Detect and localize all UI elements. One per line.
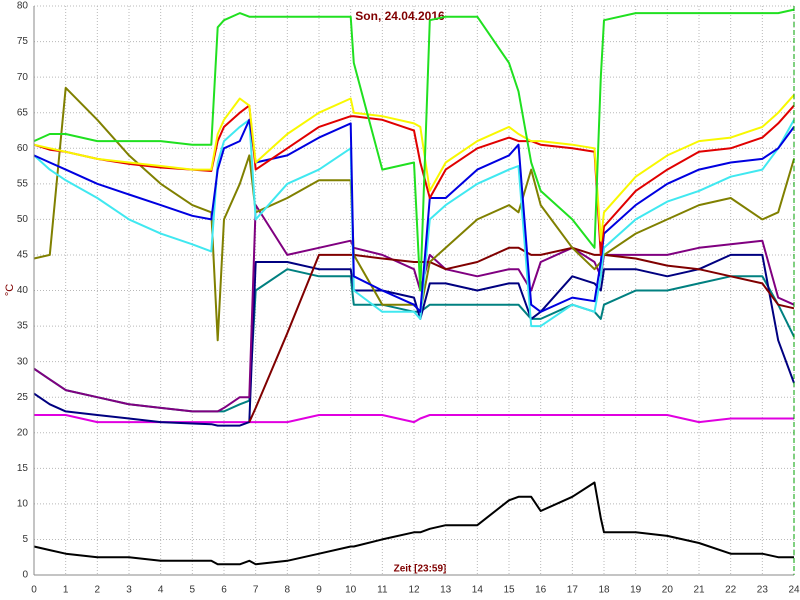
x-tick-label: 9: [316, 585, 322, 596]
series-line: [33, 118, 795, 313]
x-tick-label: 6: [221, 585, 227, 596]
x-tick-label: 7: [253, 585, 259, 596]
chart-title: Son, 24.04.2016: [355, 9, 445, 23]
x-tick-label: 19: [630, 585, 642, 596]
y-tick-label: 65: [17, 107, 29, 118]
y-tick-label: 60: [17, 143, 29, 154]
x-tick-label: 2: [95, 585, 101, 596]
y-tick-label: 0: [22, 570, 28, 581]
x-axis-label: Zeit [23:59]: [394, 564, 447, 575]
y-tick-label: 30: [17, 356, 29, 367]
x-tick-label: 18: [598, 585, 610, 596]
x-tick-label: 11: [377, 585, 388, 596]
x-tick-label: 16: [535, 585, 547, 596]
grid: [33, 5, 795, 576]
series-line: [33, 118, 795, 328]
y-axis-label: °C: [4, 284, 16, 296]
x-tick-label: 10: [345, 585, 357, 596]
y-tick-label: 50: [17, 214, 29, 225]
series-line: [33, 481, 794, 566]
y-tick-label: 40: [17, 285, 29, 296]
x-tick-label: 12: [408, 585, 420, 596]
x-tick-label: 21: [693, 585, 705, 596]
y-tick-label: 20: [17, 427, 29, 438]
y-tick-label: 80: [17, 1, 29, 12]
x-tick-label: 24: [788, 585, 800, 596]
y-tick-label: 15: [17, 463, 29, 474]
x-tick-label: 14: [472, 585, 484, 596]
y-tick-label: 45: [17, 250, 29, 261]
x-tick-label: 22: [725, 585, 737, 596]
plot-lines: [33, 8, 795, 566]
x-tick-label: 8: [285, 585, 291, 596]
y-tick-label: 10: [17, 499, 29, 510]
y-tick-label: 5: [22, 534, 28, 545]
series-line: [33, 8, 795, 292]
y-tick-label: 55: [17, 178, 29, 189]
x-tick-label: 0: [31, 585, 37, 596]
x-tick-label: 1: [63, 585, 69, 596]
x-tick-label: 17: [567, 585, 579, 596]
series-line: [33, 94, 795, 242]
y-tick-label: 70: [17, 72, 29, 83]
x-tick-label: 23: [757, 585, 769, 596]
series-line: [33, 204, 795, 413]
x-tick-label: 5: [190, 585, 196, 596]
x-tick-label: 20: [662, 585, 674, 596]
x-tick-label: 3: [126, 585, 132, 596]
y-tick-label: 75: [17, 36, 29, 47]
x-tick-label: 4: [158, 585, 164, 596]
y-tick-label: 35: [17, 321, 29, 332]
y-tick-label: 25: [17, 392, 29, 403]
series-line: [248, 246, 795, 423]
x-tick-label: 15: [503, 585, 515, 596]
x-tick-label: 13: [440, 585, 452, 596]
series-line: [34, 414, 794, 424]
